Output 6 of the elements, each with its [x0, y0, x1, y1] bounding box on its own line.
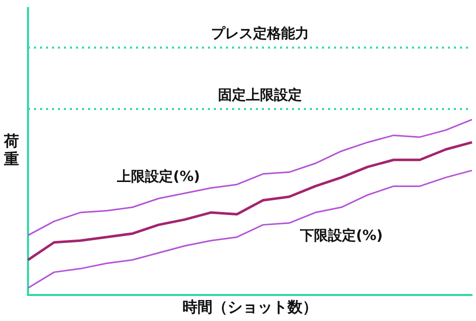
- x-axis-title: 時間（ショット数）: [182, 298, 318, 316]
- series-label: 上限設定(%): [116, 168, 200, 186]
- ref-line-label: 固定上限設定: [218, 86, 302, 104]
- ref-line-label: プレス定格能力: [211, 25, 309, 42]
- series-label: 下限設定(%): [299, 226, 383, 244]
- y-axis-title: 荷重: [4, 132, 20, 168]
